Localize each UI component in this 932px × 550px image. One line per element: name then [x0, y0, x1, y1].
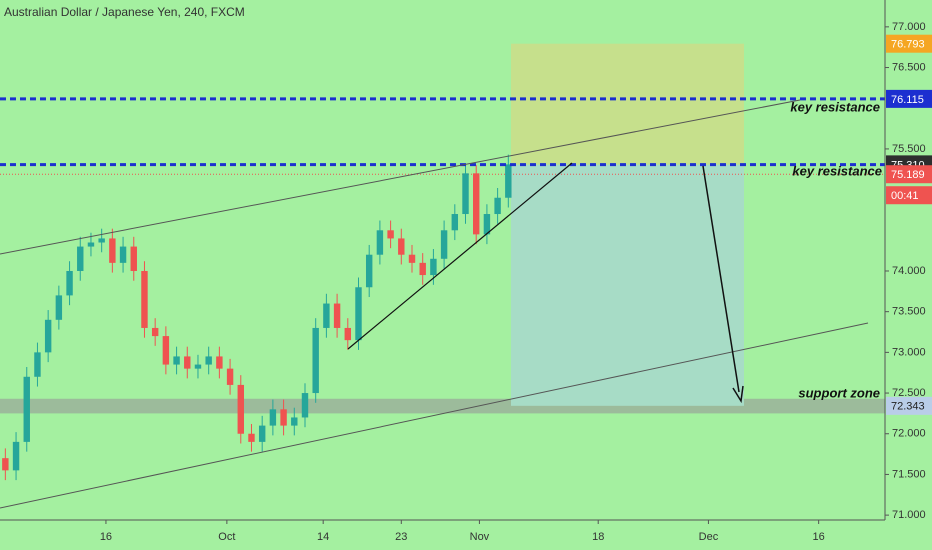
candle-body — [398, 238, 405, 255]
candle-body — [387, 230, 394, 239]
price-tag — [886, 89, 932, 108]
candle-body — [355, 287, 362, 341]
resistance-label: key resistance — [790, 99, 880, 114]
candle-body — [44, 319, 52, 353]
x-tick-label: 18 — [592, 531, 604, 543]
y-tick-label: 77.000 — [892, 21, 926, 33]
price-tag-label: 75.189 — [891, 169, 925, 181]
price-tag — [886, 34, 932, 53]
candle-body — [333, 303, 341, 328]
y-tick-label: 74.000 — [892, 265, 926, 277]
candle-body — [344, 327, 352, 341]
candle-body — [226, 368, 234, 385]
chart-title: Australian Dollar / Japanese Yen, 240, F… — [4, 5, 245, 19]
price-tag-label: 76.115 — [891, 94, 924, 106]
y-tick-label: 72.000 — [892, 428, 926, 440]
x-tick-label: Nov — [470, 531, 490, 543]
support-label: support zone — [798, 385, 880, 400]
channel-upper — [0, 99, 801, 255]
y-tick-label: 71.000 — [892, 509, 926, 521]
annotations: key resistance key resistance support zo… — [790, 99, 882, 400]
x-tick-label: 16 — [813, 531, 825, 543]
x-tick-label: 16 — [100, 531, 112, 543]
candle-body — [440, 230, 448, 259]
candle-body — [194, 364, 202, 369]
y-tick-label: 75.500 — [892, 143, 926, 155]
plot — [0, 43, 885, 481]
arrow-shaft — [702, 165, 740, 393]
candle-body — [141, 270, 148, 328]
price-tag-label: 72.343 — [891, 401, 925, 413]
x-tick-label: Oct — [218, 531, 235, 543]
candle-body — [430, 258, 437, 276]
candle-body — [205, 356, 212, 365]
candle-body — [87, 242, 95, 247]
candle-body — [312, 327, 319, 394]
candle-body — [23, 376, 30, 442]
candle-body — [34, 352, 41, 377]
y-tick-label: 72.500 — [892, 387, 926, 399]
candle-body — [237, 384, 244, 434]
target-box — [511, 164, 744, 406]
candle-body — [301, 393, 309, 418]
price-tag — [886, 165, 932, 184]
resistance-label: key resistance — [792, 163, 882, 178]
candle-body — [494, 197, 501, 215]
drawings — [0, 99, 869, 509]
candle-body — [130, 246, 137, 271]
candle-body — [376, 230, 384, 255]
y-tick-label: 73.000 — [892, 346, 926, 358]
arrow-head — [732, 385, 744, 404]
x-tick-label: Dec — [699, 531, 719, 543]
countdown-label: 00:41 — [891, 190, 919, 202]
candle-body — [483, 214, 491, 235]
candle-body — [258, 425, 266, 442]
candle-body — [462, 173, 469, 215]
y-tick-label: 76.500 — [892, 61, 926, 73]
candle-body — [119, 246, 127, 263]
candle-body — [173, 356, 180, 365]
candle-body — [280, 409, 287, 426]
candle-body — [2, 458, 9, 471]
channel-lower — [0, 322, 869, 509]
candle-body — [248, 433, 255, 442]
candle-body — [291, 417, 298, 426]
x-tick-label: 14 — [317, 531, 329, 543]
candle-body — [162, 336, 170, 365]
trend-line — [347, 162, 573, 350]
stop-box — [511, 43, 744, 165]
candle-body — [55, 295, 63, 320]
candle-body — [323, 303, 330, 328]
candle-body — [98, 238, 105, 243]
y-tick-label: 71.500 — [892, 468, 926, 480]
candle-body — [269, 409, 277, 426]
candle-body — [66, 270, 73, 296]
candle-body — [109, 238, 116, 263]
candle-body — [451, 214, 459, 231]
candle-body — [12, 441, 20, 471]
countdown-tag — [886, 186, 932, 205]
candle-body — [505, 164, 512, 198]
candle-body — [408, 254, 416, 263]
candle-body — [216, 356, 223, 369]
candle-body — [77, 246, 84, 271]
candle-body — [151, 327, 159, 337]
y-tick-label: 73.500 — [892, 306, 926, 318]
candle-body — [365, 254, 373, 288]
price-tag-label: 76.793 — [891, 39, 925, 51]
candle-body — [472, 173, 480, 235]
price-tag — [886, 396, 932, 415]
candle-body — [419, 262, 426, 276]
support-zone — [0, 398, 885, 414]
candle-body — [184, 356, 191, 369]
x-tick-label: 23 — [395, 531, 407, 543]
